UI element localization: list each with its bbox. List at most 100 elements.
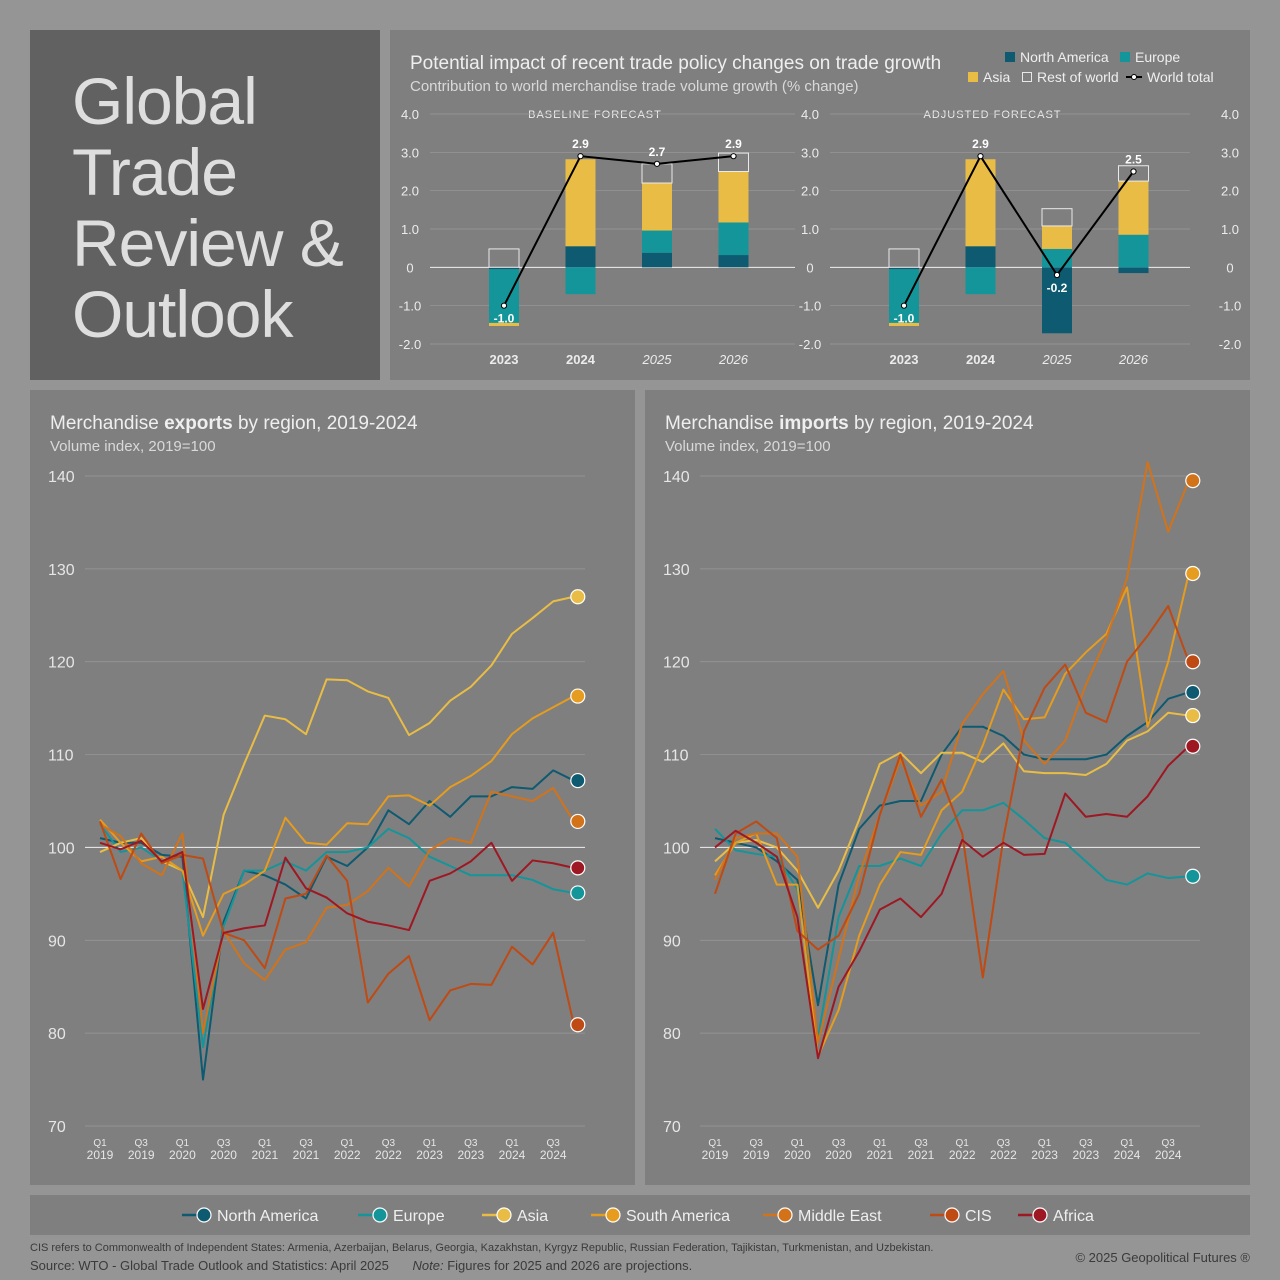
bar-segment xyxy=(718,255,749,268)
legend-swatch xyxy=(1022,72,1032,82)
chart-title-part: by region, 2019-2024 xyxy=(849,413,1034,434)
x-tick-label: 2025 xyxy=(642,352,673,367)
bar-segment xyxy=(1042,267,1072,334)
x-tick-quarter: Q1 xyxy=(176,1138,190,1149)
x-tick-quarter: Q1 xyxy=(956,1138,970,1149)
forecast-subtitle: Contribution to world merchandise trade … xyxy=(410,78,859,95)
bar-segment xyxy=(565,267,596,295)
forecast-panel: Potential impact of recent trade policy … xyxy=(390,30,1250,380)
world-total-marker xyxy=(1130,168,1137,175)
x-tick-year: 2022 xyxy=(990,1148,1017,1162)
legend-label: World total xyxy=(1147,69,1214,85)
series-end-marker xyxy=(1185,654,1201,670)
x-tick-label: 2024 xyxy=(966,352,996,367)
bar-segment xyxy=(565,159,596,247)
series-line xyxy=(99,695,575,937)
y-tick-label: 70 xyxy=(663,1119,681,1136)
series-line xyxy=(99,821,575,1026)
y-tick-label: 0 xyxy=(406,260,413,275)
y-tick-label: 100 xyxy=(48,840,75,857)
bar-segment xyxy=(1118,267,1149,274)
x-tick-year: 2021 xyxy=(293,1148,320,1162)
x-tick-quarter: Q1 xyxy=(423,1138,437,1149)
series-line xyxy=(714,461,1190,1044)
legend-label: South America xyxy=(626,1208,730,1225)
series-end-marker xyxy=(1185,565,1201,582)
chart-title: Merchandise imports by region, 2019-2024 xyxy=(665,413,1034,434)
x-tick-year: 2023 xyxy=(416,1148,443,1162)
forecast-plots: BASELINE FORECAST 4.0 3.0 2.0 1.0 0 -1.0 -2.0 20… xyxy=(399,107,1241,367)
bar-segment xyxy=(889,269,919,323)
bar-segment xyxy=(718,171,749,223)
y-tick-label: 110 xyxy=(663,748,689,765)
y-tick-label: 140 xyxy=(48,469,75,486)
note-label: Note: xyxy=(412,1258,444,1273)
legend-marker xyxy=(605,1207,621,1223)
chart-title-part: Merchandise xyxy=(665,413,779,434)
bar-segment xyxy=(888,248,920,268)
bar-segment xyxy=(1118,234,1149,268)
y-tick-label: -1.0 xyxy=(799,299,821,314)
y-tick-label: 3.0 xyxy=(401,145,419,160)
x-tick-year: 2022 xyxy=(949,1148,976,1162)
y-tick-label: 140 xyxy=(663,469,690,486)
y-tick-label: 3.0 xyxy=(801,145,819,160)
x-tick-year: 2020 xyxy=(784,1148,811,1162)
bar-segment xyxy=(489,322,519,326)
y-tick-label: 1.0 xyxy=(401,222,419,237)
y-tick-label: 2.0 xyxy=(401,184,419,199)
region-legend: North America Europe Asia South America Midd… xyxy=(30,1195,1250,1235)
legend-swatch xyxy=(1005,52,1015,62)
title-line: Global xyxy=(72,64,258,138)
imports-panel: Merchandise imports by region, 2019-2024… xyxy=(645,390,1250,1185)
title-panel: Global Trade Review & Outlook xyxy=(30,30,380,380)
world-total-label: 2.7 xyxy=(649,145,666,159)
world-total-line xyxy=(503,155,734,307)
region-legend-graphic: North America Europe Asia South America Midd… xyxy=(182,1207,1094,1225)
legend-marker xyxy=(777,1207,793,1223)
legend-marker xyxy=(944,1207,960,1223)
bar-segment xyxy=(889,267,919,270)
bar-segment xyxy=(642,230,672,253)
x-tick-year: 2021 xyxy=(866,1148,893,1162)
x-tick-quarter: Q1 xyxy=(708,1138,722,1149)
series-line xyxy=(99,839,575,1010)
x-tick-year: 2023 xyxy=(457,1148,484,1162)
y-tick-label: 70 xyxy=(48,1119,66,1136)
y-tick-label: 100 xyxy=(663,840,690,857)
main-title: Global Trade Review & Outlook xyxy=(72,66,372,350)
legend-marker xyxy=(196,1207,212,1223)
x-tick-label: 2026 xyxy=(718,352,749,367)
bar-segment xyxy=(489,267,519,270)
y-tick-label: 1.0 xyxy=(801,222,819,237)
x-tick-year: 2020 xyxy=(169,1148,196,1162)
x-tick-quarter: Q1 xyxy=(341,1138,355,1149)
note-text: Figures for 2025 and 2026 are projection… xyxy=(443,1258,693,1273)
x-tick-quarter: Q3 xyxy=(547,1138,561,1149)
y-tick-label: 4.0 xyxy=(801,107,819,122)
x-tick-year: 2021 xyxy=(908,1148,935,1162)
title-line: Trade xyxy=(72,135,238,209)
legend-label: Middle East xyxy=(798,1208,882,1225)
series-end-marker xyxy=(1185,473,1201,489)
forecast-chart: Potential impact of recent trade policy … xyxy=(399,49,1241,367)
world-total-label: -1.0 xyxy=(894,312,915,326)
forecast-subplot-title: ADJUSTED FORECAST xyxy=(923,109,1061,121)
legend-label: Africa xyxy=(1053,1208,1094,1225)
chart-title: Merchandise exports by region, 2019-2024 xyxy=(50,413,418,434)
x-tick-year: 2019 xyxy=(743,1148,770,1162)
bar-segment xyxy=(1118,165,1149,182)
legend-label: Asia xyxy=(517,1208,548,1225)
series-end-marker xyxy=(570,885,586,901)
x-tick-quarter: Q3 xyxy=(299,1138,313,1149)
y-tick-label: -2.0 xyxy=(399,337,421,352)
series-end-marker xyxy=(1185,684,1201,700)
y-tick-label: 3.0 xyxy=(1221,145,1239,160)
chart-subtitle: Volume index, 2019=100 xyxy=(50,438,216,455)
legend-marker xyxy=(1131,74,1137,80)
world-total-marker xyxy=(577,153,584,160)
x-tick-quarter: Q1 xyxy=(873,1138,887,1149)
y-tick-label: 2.0 xyxy=(801,184,819,199)
x-tick-quarter: Q3 xyxy=(1079,1138,1093,1149)
bar-segment xyxy=(718,222,749,256)
